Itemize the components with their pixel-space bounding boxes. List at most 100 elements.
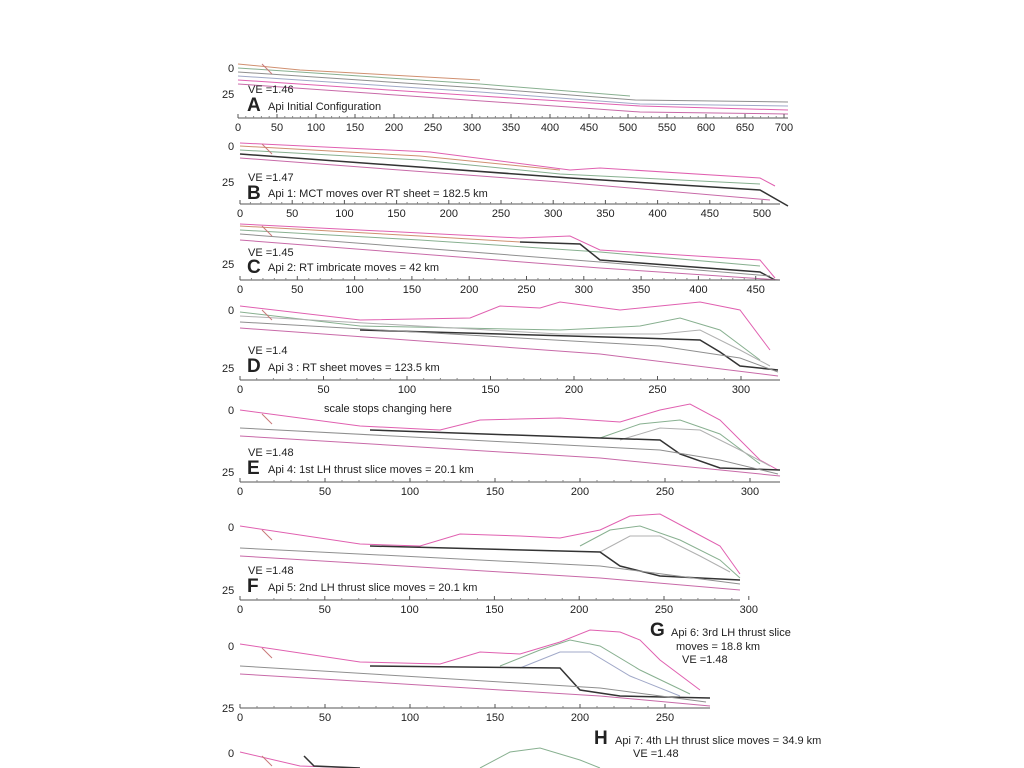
stratigraphic-horizon (239, 315, 771, 367)
cross-section-lines (239, 301, 779, 377)
panel-caption: Api 1: MCT moves over RT sheet = 182.5 k… (268, 188, 488, 200)
ramp-marks (261, 63, 273, 75)
panel-f: 0 25 VE =1.48 F Api 5: 2nd LH thrust sli… (222, 513, 758, 616)
x-tick-label: 0 (237, 208, 243, 220)
x-tick-label: 250 (424, 122, 442, 134)
depth-label-25: 25 (222, 467, 234, 479)
stratigraphic-horizon (237, 71, 789, 103)
x-tick-label: 400 (648, 208, 666, 220)
x-tick-label: 0 (237, 486, 243, 498)
vertical-exaggeration: VE =1.45 (248, 247, 294, 259)
depth-label-25: 25 (222, 177, 234, 189)
stratigraphic-horizon (239, 233, 771, 277)
x-tick-label: 250 (655, 604, 673, 616)
x-tick-label: 100 (307, 122, 325, 134)
x-tick-label: 0 (237, 384, 243, 396)
x-tick-label: 350 (596, 208, 614, 220)
panel-c: 25 VE =1.45 C Api 2: RT imbricate moves … (222, 223, 781, 296)
fault-trace (369, 665, 711, 699)
panel-e: 0 25 scale stops changing here VE =1.48 … (222, 403, 781, 498)
topography-line (239, 751, 361, 768)
stratigraphic-horizon (619, 427, 771, 467)
panel-letter: B (247, 183, 261, 204)
x-tick-label: 50 (317, 384, 329, 396)
panel-letter: F (247, 576, 259, 597)
panel-h: 0 H Api 7: 4th LH thrust slice moves = 3… (228, 728, 821, 768)
stratigraphic-horizon (479, 747, 601, 768)
depth-label-0: 0 (228, 405, 234, 417)
x-tick-label: 100 (400, 604, 418, 616)
x-tick-label: 50 (286, 208, 298, 220)
x-axis-ticks: 0 50 100 150 200 250 300 350 400 450 (237, 276, 765, 296)
vertical-exaggeration: VE =1.47 (248, 172, 294, 184)
stratigraphic-horizon (239, 311, 761, 361)
x-tick-label: 200 (565, 384, 583, 396)
x-tick-label: 650 (736, 122, 754, 134)
x-tick-label: 200 (571, 712, 589, 724)
x-tick-label: 300 (732, 384, 750, 396)
depth-label-0: 0 (228, 748, 234, 760)
x-tick-label: 200 (440, 208, 458, 220)
panel-d: 0 25 VE =1.4 D Api 3 : RT sheet moves = … (222, 301, 780, 396)
x-tick-label: 300 (544, 208, 562, 220)
x-tick-label: 100 (335, 208, 353, 220)
depth-label-0: 0 (228, 522, 234, 534)
panel-g: 0 25 G Api 6: 3rd LH thrust slice moves … (222, 620, 791, 724)
stratigraphic-horizon (599, 535, 731, 573)
cross-section-lines (239, 223, 781, 281)
panel-caption: Api 4: 1st LH thrust slice moves = 20.1 … (268, 464, 474, 476)
stratigraphic-horizon (499, 639, 691, 695)
panel-letter: H (594, 728, 608, 749)
stratigraphic-horizon (239, 145, 561, 171)
x-tick-label: 50 (319, 604, 331, 616)
x-tick-label: 450 (747, 284, 765, 296)
x-tick-label: 450 (580, 122, 598, 134)
x-tick-label: 300 (575, 284, 593, 296)
panel-letter: E (247, 458, 260, 479)
panel-letter: G (650, 620, 665, 641)
topography-line (239, 301, 771, 351)
basal-decollement (239, 157, 771, 201)
x-tick-label: 550 (658, 122, 676, 134)
stratigraphic-horizon (519, 651, 681, 697)
panel-b: 0 25 VE =1.47 B Api 1: MCT moves over RT… (222, 141, 789, 220)
depth-label-0: 0 (228, 63, 234, 75)
x-tick-label: 350 (632, 284, 650, 296)
panel-caption-line-2: moves = 18.8 km (676, 641, 760, 653)
vertical-exaggeration: VE =1.48 (248, 565, 294, 577)
x-tick-label: 200 (385, 122, 403, 134)
scale-note: scale stops changing here (324, 403, 452, 415)
vertical-exaggeration: VE =1.46 (248, 84, 294, 96)
x-tick-label: 450 (701, 208, 719, 220)
stratigraphic-horizon (237, 67, 631, 97)
topography-line (239, 513, 741, 575)
x-tick-label: 150 (403, 284, 421, 296)
x-tick-label: 600 (697, 122, 715, 134)
x-tick-label: 150 (481, 384, 499, 396)
x-tick-label: 400 (541, 122, 559, 134)
x-tick-label: 0 (237, 712, 243, 724)
x-tick-label: 50 (291, 284, 303, 296)
panel-caption: Api 7: 4th LH thrust slice moves = 34.9 … (615, 735, 821, 747)
fault-trace (239, 153, 789, 207)
depth-label-25: 25 (222, 259, 234, 271)
cross-section-lines (239, 629, 711, 707)
fault-trace (359, 329, 779, 371)
basal-decollement (239, 555, 741, 591)
stratigraphic-horizon (239, 229, 761, 267)
x-tick-label: 300 (740, 604, 758, 616)
depth-label-25: 25 (222, 363, 234, 375)
x-tick-label: 150 (486, 486, 504, 498)
x-tick-label: 250 (517, 284, 535, 296)
x-tick-label: 100 (401, 486, 419, 498)
x-tick-label: 100 (401, 712, 419, 724)
panel-letter: A (247, 95, 261, 116)
x-tick-label: 250 (656, 486, 674, 498)
basal-decollement (239, 673, 711, 707)
cross-section-lines (239, 142, 789, 207)
basal-decollement (239, 327, 779, 377)
topography-line (239, 142, 776, 187)
x-tick-label: 0 (237, 604, 243, 616)
ramp-marks (261, 143, 273, 155)
